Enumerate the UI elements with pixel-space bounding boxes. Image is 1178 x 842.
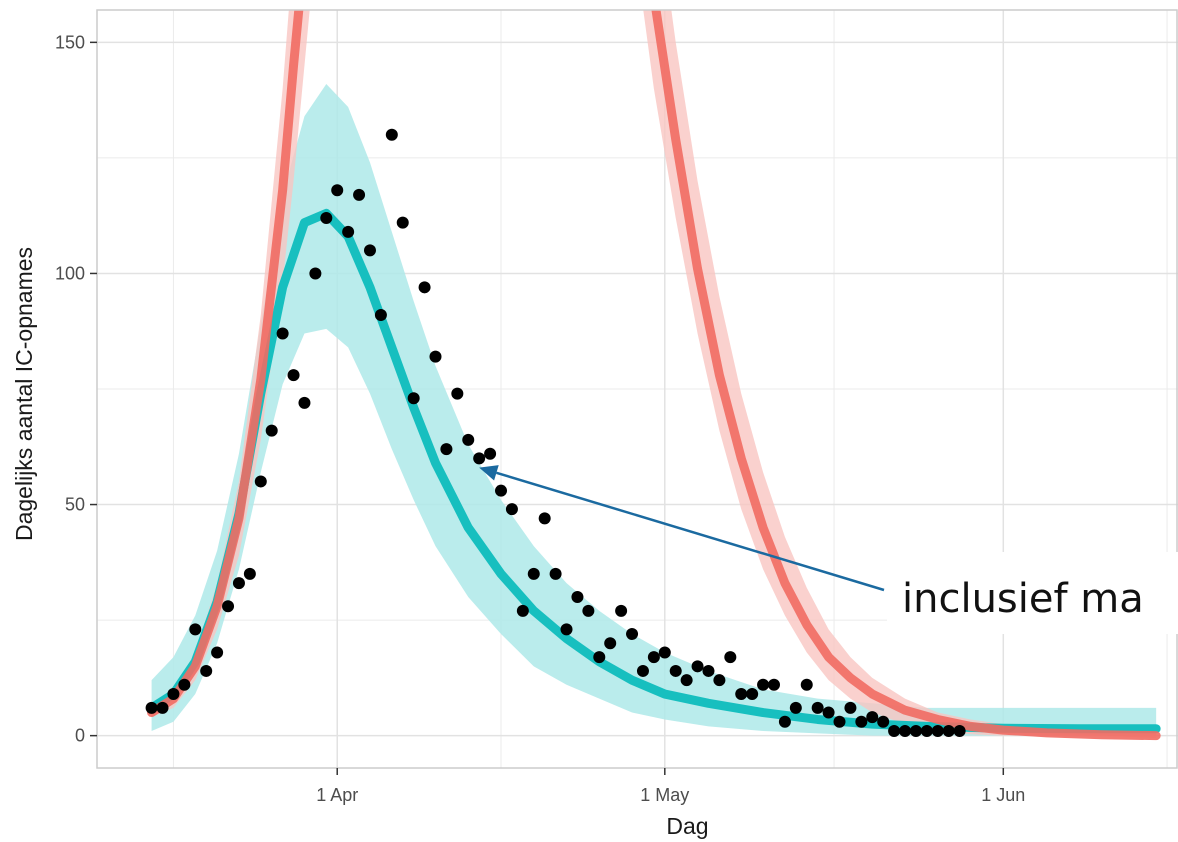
data-point (582, 604, 595, 617)
data-point (888, 725, 901, 738)
y-tick-label: 150 (55, 32, 85, 52)
data-point (200, 664, 213, 677)
data-point (342, 225, 355, 238)
data-point (396, 216, 409, 229)
data-point (156, 701, 169, 714)
data-point (713, 674, 726, 687)
data-point (484, 447, 497, 460)
data-point (243, 567, 256, 580)
data-point (505, 503, 518, 516)
data-point (429, 350, 442, 363)
data-point (178, 678, 191, 691)
data-point (942, 725, 955, 738)
data-point (615, 604, 628, 617)
data-point (647, 651, 660, 664)
data-point (309, 267, 322, 280)
data-point (265, 424, 278, 437)
data-point (920, 725, 933, 738)
data-point (931, 725, 944, 738)
data-point (145, 701, 158, 714)
y-tick-label: 50 (65, 495, 85, 515)
data-point (702, 664, 715, 677)
data-point (320, 211, 333, 224)
data-point (374, 309, 387, 322)
data-point (800, 678, 813, 691)
data-point (254, 475, 267, 488)
data-point (757, 678, 770, 691)
axis-ticks: 0 50 100 150 1 Apr 1 May 1 Jun (55, 32, 1025, 805)
series-line-red (651, 10, 1161, 741)
data-point (735, 688, 748, 701)
data-point (189, 623, 202, 636)
data-point (276, 327, 289, 340)
series-band-cyan (151, 83, 1157, 736)
data-point (527, 567, 540, 580)
data-point (211, 646, 224, 659)
panel-border (96, 9, 1178, 769)
data-point (363, 244, 376, 257)
data-point (593, 651, 606, 664)
x-tick-label: 1 May (640, 785, 689, 805)
data-point (222, 600, 235, 613)
data-point (822, 706, 835, 719)
data-point (473, 452, 486, 465)
data-point (953, 725, 966, 738)
annotation-background (887, 552, 1178, 634)
data-point (833, 715, 846, 728)
data-point (680, 674, 693, 687)
data-point (658, 646, 671, 659)
x-tick-label: 1 Apr (316, 785, 358, 805)
data-point (232, 577, 245, 590)
data-point (899, 725, 912, 738)
data-point (669, 664, 682, 677)
data-point (877, 715, 890, 728)
y-axis-title: Dagelijks aantal IC-opnames (11, 247, 37, 541)
data-point (331, 184, 344, 197)
data-point (418, 281, 431, 294)
data-point (538, 512, 551, 525)
data-point (778, 715, 791, 728)
data-point (495, 484, 508, 497)
data-point (298, 396, 311, 409)
annotation-text: inclusief ma (902, 576, 1144, 622)
data-point (691, 660, 704, 673)
data-point (549, 567, 562, 580)
data-point (909, 725, 922, 738)
data-point (636, 664, 649, 677)
data-point (789, 701, 802, 714)
data-point (167, 688, 180, 701)
data-point (866, 711, 879, 724)
data-point (462, 433, 475, 446)
annotation-arrowhead (479, 465, 499, 481)
x-tick-label: 1 Jun (981, 785, 1025, 805)
data-point (451, 387, 464, 400)
annotation-arrow (496, 471, 885, 592)
data-point (855, 715, 868, 728)
data-point (767, 678, 780, 691)
data-point (604, 637, 617, 650)
data-point (353, 188, 366, 201)
data-point (571, 590, 584, 603)
data-point (811, 701, 824, 714)
data-point (516, 604, 529, 617)
data-point (385, 128, 398, 141)
data-point (626, 627, 639, 640)
x-axis-title: Dag (666, 813, 708, 839)
y-tick-label: 0 (75, 726, 85, 746)
data-point (724, 651, 737, 664)
data-point (407, 392, 420, 405)
data-point (287, 369, 300, 382)
data-point (560, 623, 573, 636)
grid-major (97, 10, 1178, 768)
y-tick-label: 100 (55, 263, 85, 283)
data-point (440, 443, 453, 456)
annotation: inclusief ma (479, 465, 1178, 634)
data-point (746, 688, 759, 701)
data-point (844, 701, 857, 714)
